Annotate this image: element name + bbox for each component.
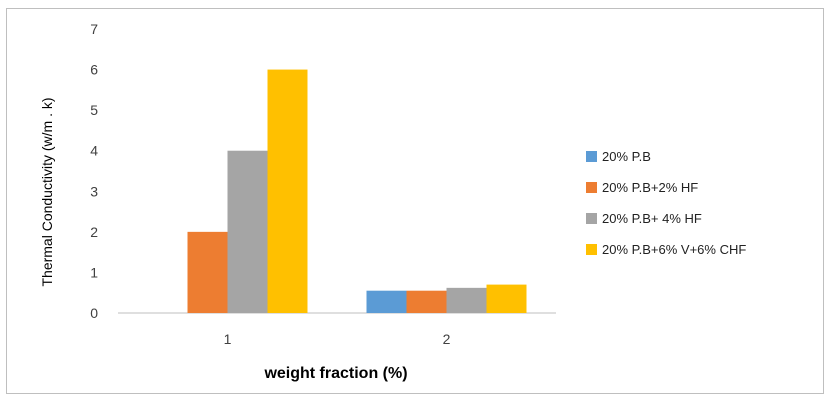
legend-swatch [586,182,597,193]
chart-frame [6,8,824,394]
y-axis-ticks: 0 1 2 3 4 5 6 7 [90,21,98,321]
bar-20-p-b-2-hf-cat-1 [187,231,228,313]
y-tick-label: 3 [90,183,98,199]
y-tick-label: 5 [90,102,98,118]
y-tick-label: 7 [90,21,98,37]
y-tick-label: 1 [90,264,98,280]
bar-20-p-b-cat-2 [366,290,407,313]
legend: 20% P.B 20% P.B+2% HF 20% P.B+ 4% HF 20% P.… [586,149,746,257]
y-tick-label: 0 [90,305,98,321]
y-axis-title: Thermal Conductivity (w/m . k) [39,97,55,286]
x-axis-title: weight fraction (%) [263,365,407,382]
legend-label: 20% P.B+ 4% HF [602,211,702,226]
bars [187,69,527,313]
y-tick-label: 6 [90,62,98,78]
legend-label: 20% P.B+2% HF [602,180,698,195]
legend-label: 20% P.B [602,149,651,164]
bar-20-p-b-6-v-6-chf-cat-2 [486,284,527,313]
bar-20-p-b-2-hf-cat-2 [406,290,447,313]
x-tick-label: 1 [224,331,232,347]
legend-label: 20% P.B+6% V+6% CHF [602,242,746,257]
bar-20-p-b-4-hf-cat-2 [446,287,487,313]
bar-20-p-b-4-hf-cat-1 [227,150,268,313]
y-tick-label: 2 [90,224,98,240]
legend-swatch [586,151,597,162]
y-tick-label: 4 [90,143,98,159]
legend-swatch [586,213,597,224]
x-tick-label: 2 [443,331,451,347]
legend-swatch [586,244,597,255]
bar-20-p-b-6-v-6-chf-cat-1 [267,69,308,313]
